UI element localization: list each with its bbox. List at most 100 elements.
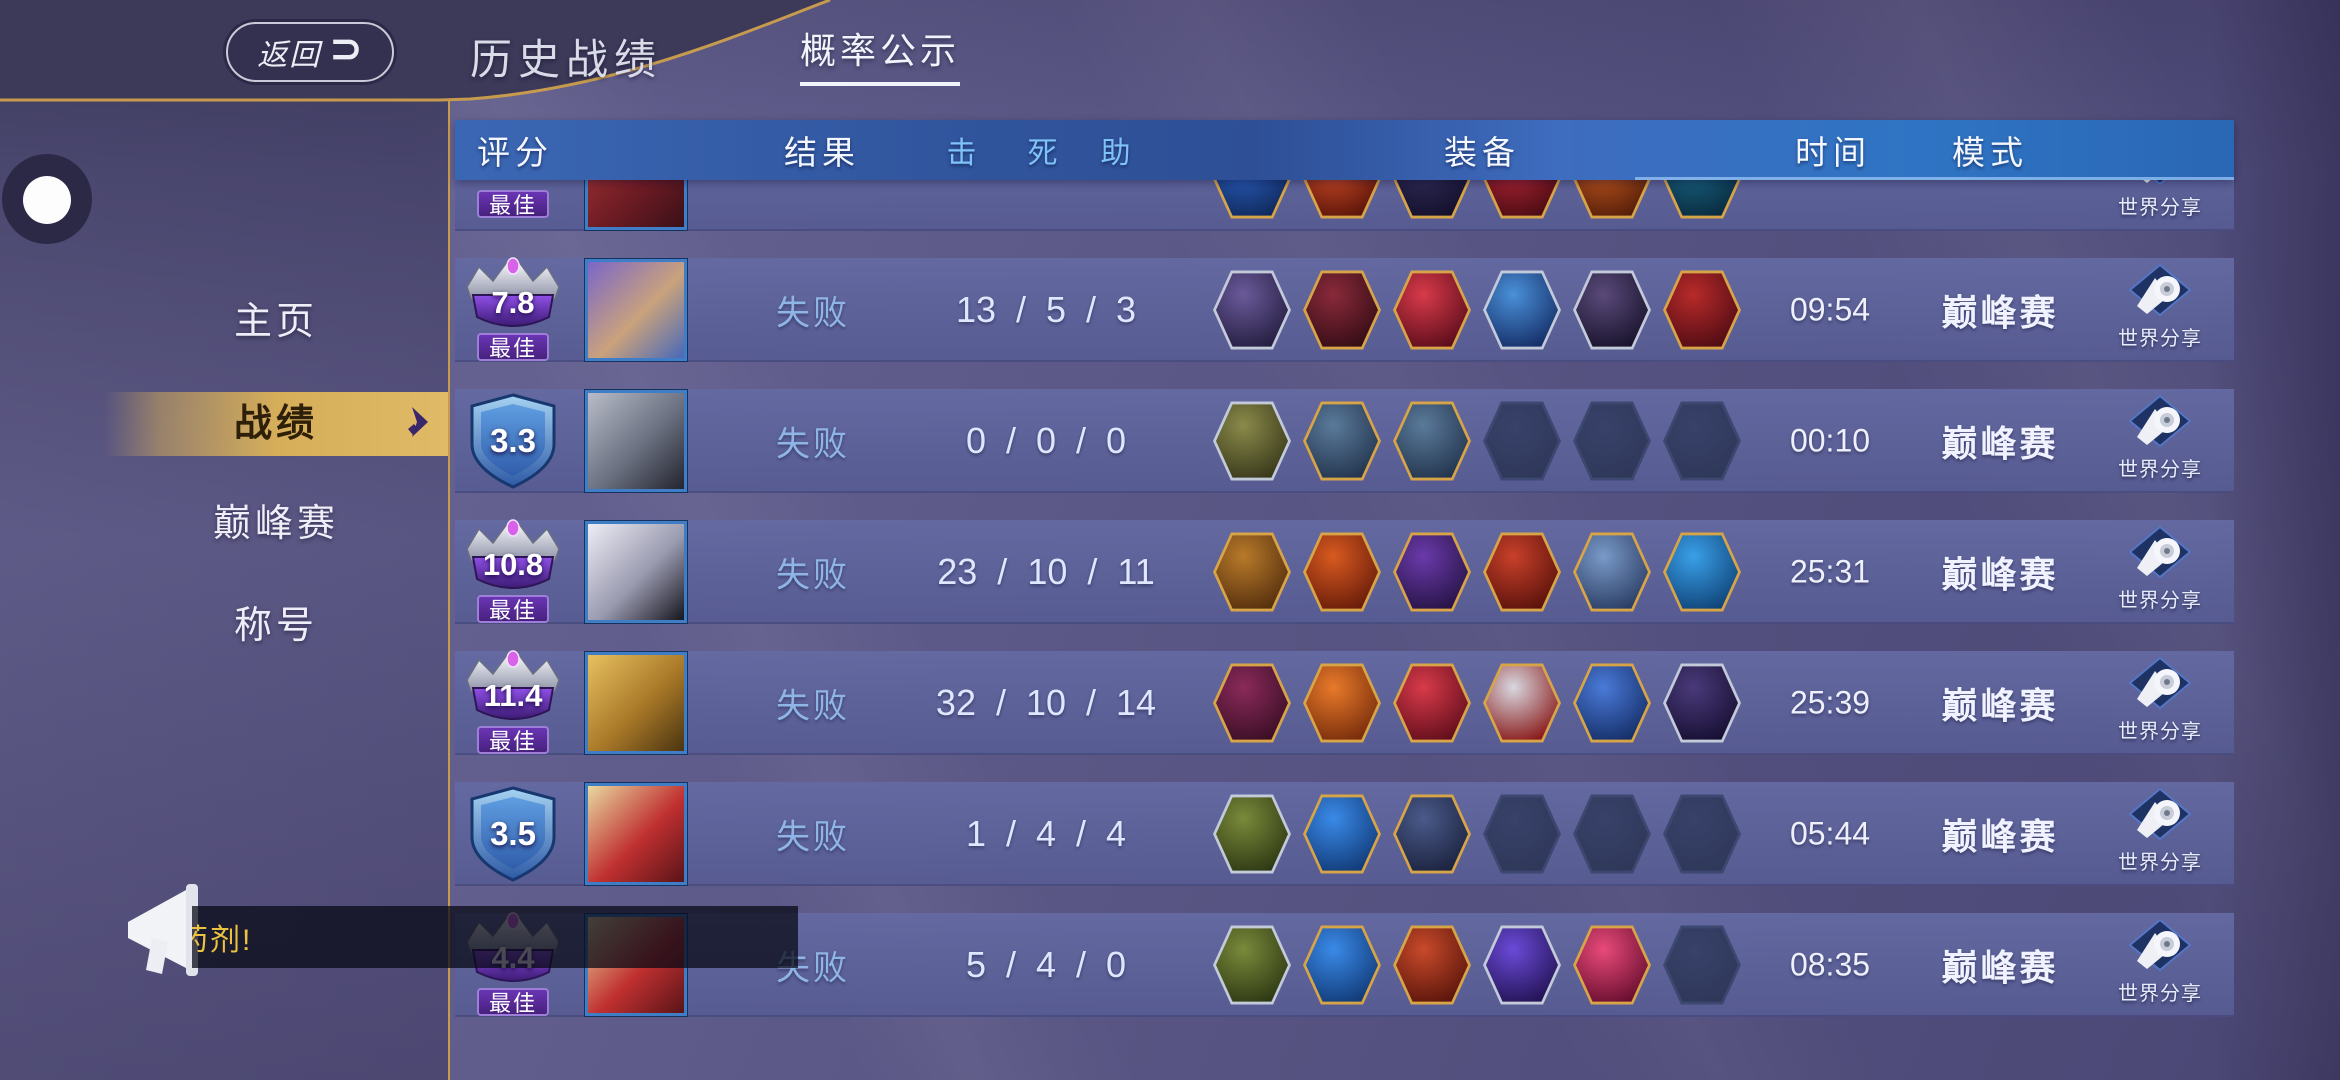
back-return-icon: ⊃ bbox=[329, 27, 363, 71]
item-icon bbox=[1213, 794, 1291, 874]
sidebar-item-label: 主页 bbox=[233, 301, 318, 343]
crown-badge-icon bbox=[466, 257, 560, 327]
item-icon bbox=[1213, 401, 1291, 481]
world-share-label: 世界分享 bbox=[2118, 459, 2202, 481]
match-mode: 巅峰赛 bbox=[1941, 292, 2059, 333]
header-assist: 助 bbox=[1100, 137, 1136, 170]
item-icon bbox=[1483, 925, 1561, 1005]
item-icon bbox=[1393, 794, 1471, 874]
empty-item-slot bbox=[1663, 794, 1741, 874]
match-row[interactable]: 11.4 最佳 失败 32 / 10 / 14 25:39 巅峰赛 世界分享 bbox=[455, 650, 2234, 755]
sidebar-item-records[interactable]: 战绩 bbox=[104, 392, 448, 456]
result-label: 失败 bbox=[776, 818, 850, 857]
best-label: 最佳 bbox=[477, 190, 549, 218]
world-share-button[interactable]: 世界分享 bbox=[2100, 520, 2220, 624]
page-title: 历史战绩 bbox=[470, 36, 663, 83]
item-icon bbox=[1573, 270, 1651, 350]
item-icon bbox=[1303, 532, 1381, 612]
world-share-label: 世界分享 bbox=[2118, 721, 2202, 743]
score-badge: 11.4 最佳 bbox=[457, 650, 569, 754]
world-share-button[interactable]: 世界分享 bbox=[2100, 913, 2220, 1017]
result-label: 失败 bbox=[776, 425, 850, 464]
sidebar-item-label: 战绩 bbox=[233, 403, 318, 445]
empty-item-slot bbox=[1663, 401, 1741, 481]
match-row[interactable]: 10.8 最佳 失败 23 / 10 / 11 25:31 巅峰赛 世界分享 bbox=[455, 519, 2234, 624]
back-label: 返回 bbox=[257, 39, 322, 72]
item-icon bbox=[1393, 925, 1471, 1005]
empty-item-slot bbox=[1573, 401, 1651, 481]
score-value: 3.3 bbox=[490, 422, 536, 459]
match-row[interactable]: 3.5 最佳 失败 1 / 4 / 4 05:44 巅峰赛 世界分享 bbox=[455, 782, 2234, 886]
share-megaphone-icon bbox=[2129, 264, 2191, 317]
item-icon bbox=[1393, 270, 1471, 350]
world-share-button[interactable]: 世界分享 bbox=[2100, 258, 2220, 362]
item-icon bbox=[1483, 663, 1561, 743]
kda-value: 23 / 10 / 11 bbox=[937, 551, 1155, 592]
result-label: 失败 bbox=[776, 294, 850, 333]
crown-badge-icon bbox=[466, 519, 560, 589]
item-icon bbox=[1663, 663, 1741, 743]
kda-value: 13 / 5 / 3 bbox=[955, 289, 1137, 330]
best-label: 最佳 bbox=[477, 333, 549, 361]
kda-value: 0 / 0 / 0 bbox=[965, 420, 1127, 461]
sidebar-item-peak-match[interactable]: 巅峰赛 bbox=[104, 492, 448, 556]
hero-avatar[interactable] bbox=[585, 783, 687, 885]
item-icon bbox=[1573, 532, 1651, 612]
tab-probability-disclosure[interactable]: 概率公示 bbox=[800, 22, 961, 86]
hero-avatar[interactable] bbox=[585, 652, 687, 754]
world-share-label: 世界分享 bbox=[2118, 590, 2202, 612]
match-row[interactable]: 3.3 最佳 失败 0 / 0 / 0 00:10 巅峰赛 世界分享 bbox=[455, 389, 2234, 493]
world-share-button[interactable]: 世界分享 bbox=[2100, 782, 2220, 886]
match-time: 09:54 bbox=[1789, 291, 1871, 328]
score-value: 7.8 bbox=[491, 285, 535, 320]
hero-avatar[interactable] bbox=[585, 390, 687, 492]
item-icon bbox=[1393, 532, 1471, 612]
header-mode: 模式 bbox=[1952, 134, 2028, 171]
score-badge: 3.5 最佳 bbox=[457, 783, 569, 885]
world-share-label: 世界分享 bbox=[2118, 328, 2202, 350]
score-badge: 10.8 最佳 bbox=[457, 519, 569, 623]
header-death: 死 bbox=[1027, 137, 1063, 170]
score-badge: 7.8 最佳 bbox=[457, 257, 569, 361]
match-mode: 巅峰赛 bbox=[1941, 816, 2059, 857]
world-share-button[interactable]: 世界分享 bbox=[2100, 651, 2220, 755]
back-button[interactable]: 返回 ⊃ bbox=[226, 22, 394, 82]
match-time: 25:31 bbox=[1789, 553, 1871, 590]
sidebar-item-home[interactable]: 主页 bbox=[104, 290, 448, 354]
result-label: 失败 bbox=[776, 687, 850, 726]
item-icon bbox=[1213, 925, 1291, 1005]
result-label: 失败 bbox=[776, 556, 850, 595]
item-icon bbox=[1393, 401, 1471, 481]
match-mode: 巅峰赛 bbox=[1941, 685, 2059, 726]
header-time: 时间 bbox=[1795, 134, 1871, 171]
chevron-right-icon bbox=[408, 407, 428, 437]
world-share-label: 世界分享 bbox=[2118, 852, 2202, 874]
share-megaphone-icon bbox=[2129, 919, 2191, 972]
item-icon bbox=[1483, 270, 1561, 350]
shield-badge-icon bbox=[470, 393, 556, 489]
match-time: 25:39 bbox=[1789, 684, 1871, 721]
header-kill: 击 bbox=[946, 137, 982, 170]
share-megaphone-icon bbox=[2129, 395, 2191, 448]
score-badge: 最佳 bbox=[457, 128, 569, 230]
hero-avatar[interactable] bbox=[585, 259, 687, 361]
item-icon bbox=[1303, 663, 1381, 743]
world-share-button[interactable]: 世界分享 bbox=[2100, 389, 2220, 493]
sidebar-item-titles[interactable]: 称号 bbox=[104, 594, 448, 658]
shield-badge-icon bbox=[470, 786, 556, 882]
table-header: 评分 结果 击 死 助 装备 时间 模式 bbox=[455, 120, 2234, 180]
match-time: 08:35 bbox=[1789, 946, 1871, 983]
item-icon bbox=[1303, 270, 1381, 350]
match-row[interactable]: 7.8 最佳 失败 13 / 5 / 3 09:54 巅峰赛 世界分享 bbox=[455, 257, 2234, 362]
item-icon bbox=[1573, 663, 1651, 743]
match-mode: 巅峰赛 bbox=[1941, 947, 2059, 988]
share-megaphone-icon bbox=[2129, 788, 2191, 841]
kda-value: 32 / 10 / 14 bbox=[935, 682, 1157, 723]
world-share-label: 世界分享 bbox=[2118, 197, 2202, 219]
hero-avatar[interactable] bbox=[585, 521, 687, 623]
header-equipment: 装备 bbox=[1444, 134, 1520, 171]
hero-avatar[interactable] bbox=[585, 914, 687, 1016]
item-icon bbox=[1213, 532, 1291, 612]
match-row[interactable]: 4.4 最佳 失败 5 / 4 / 0 08:35 巅峰赛 世界分享 bbox=[455, 912, 2234, 1017]
